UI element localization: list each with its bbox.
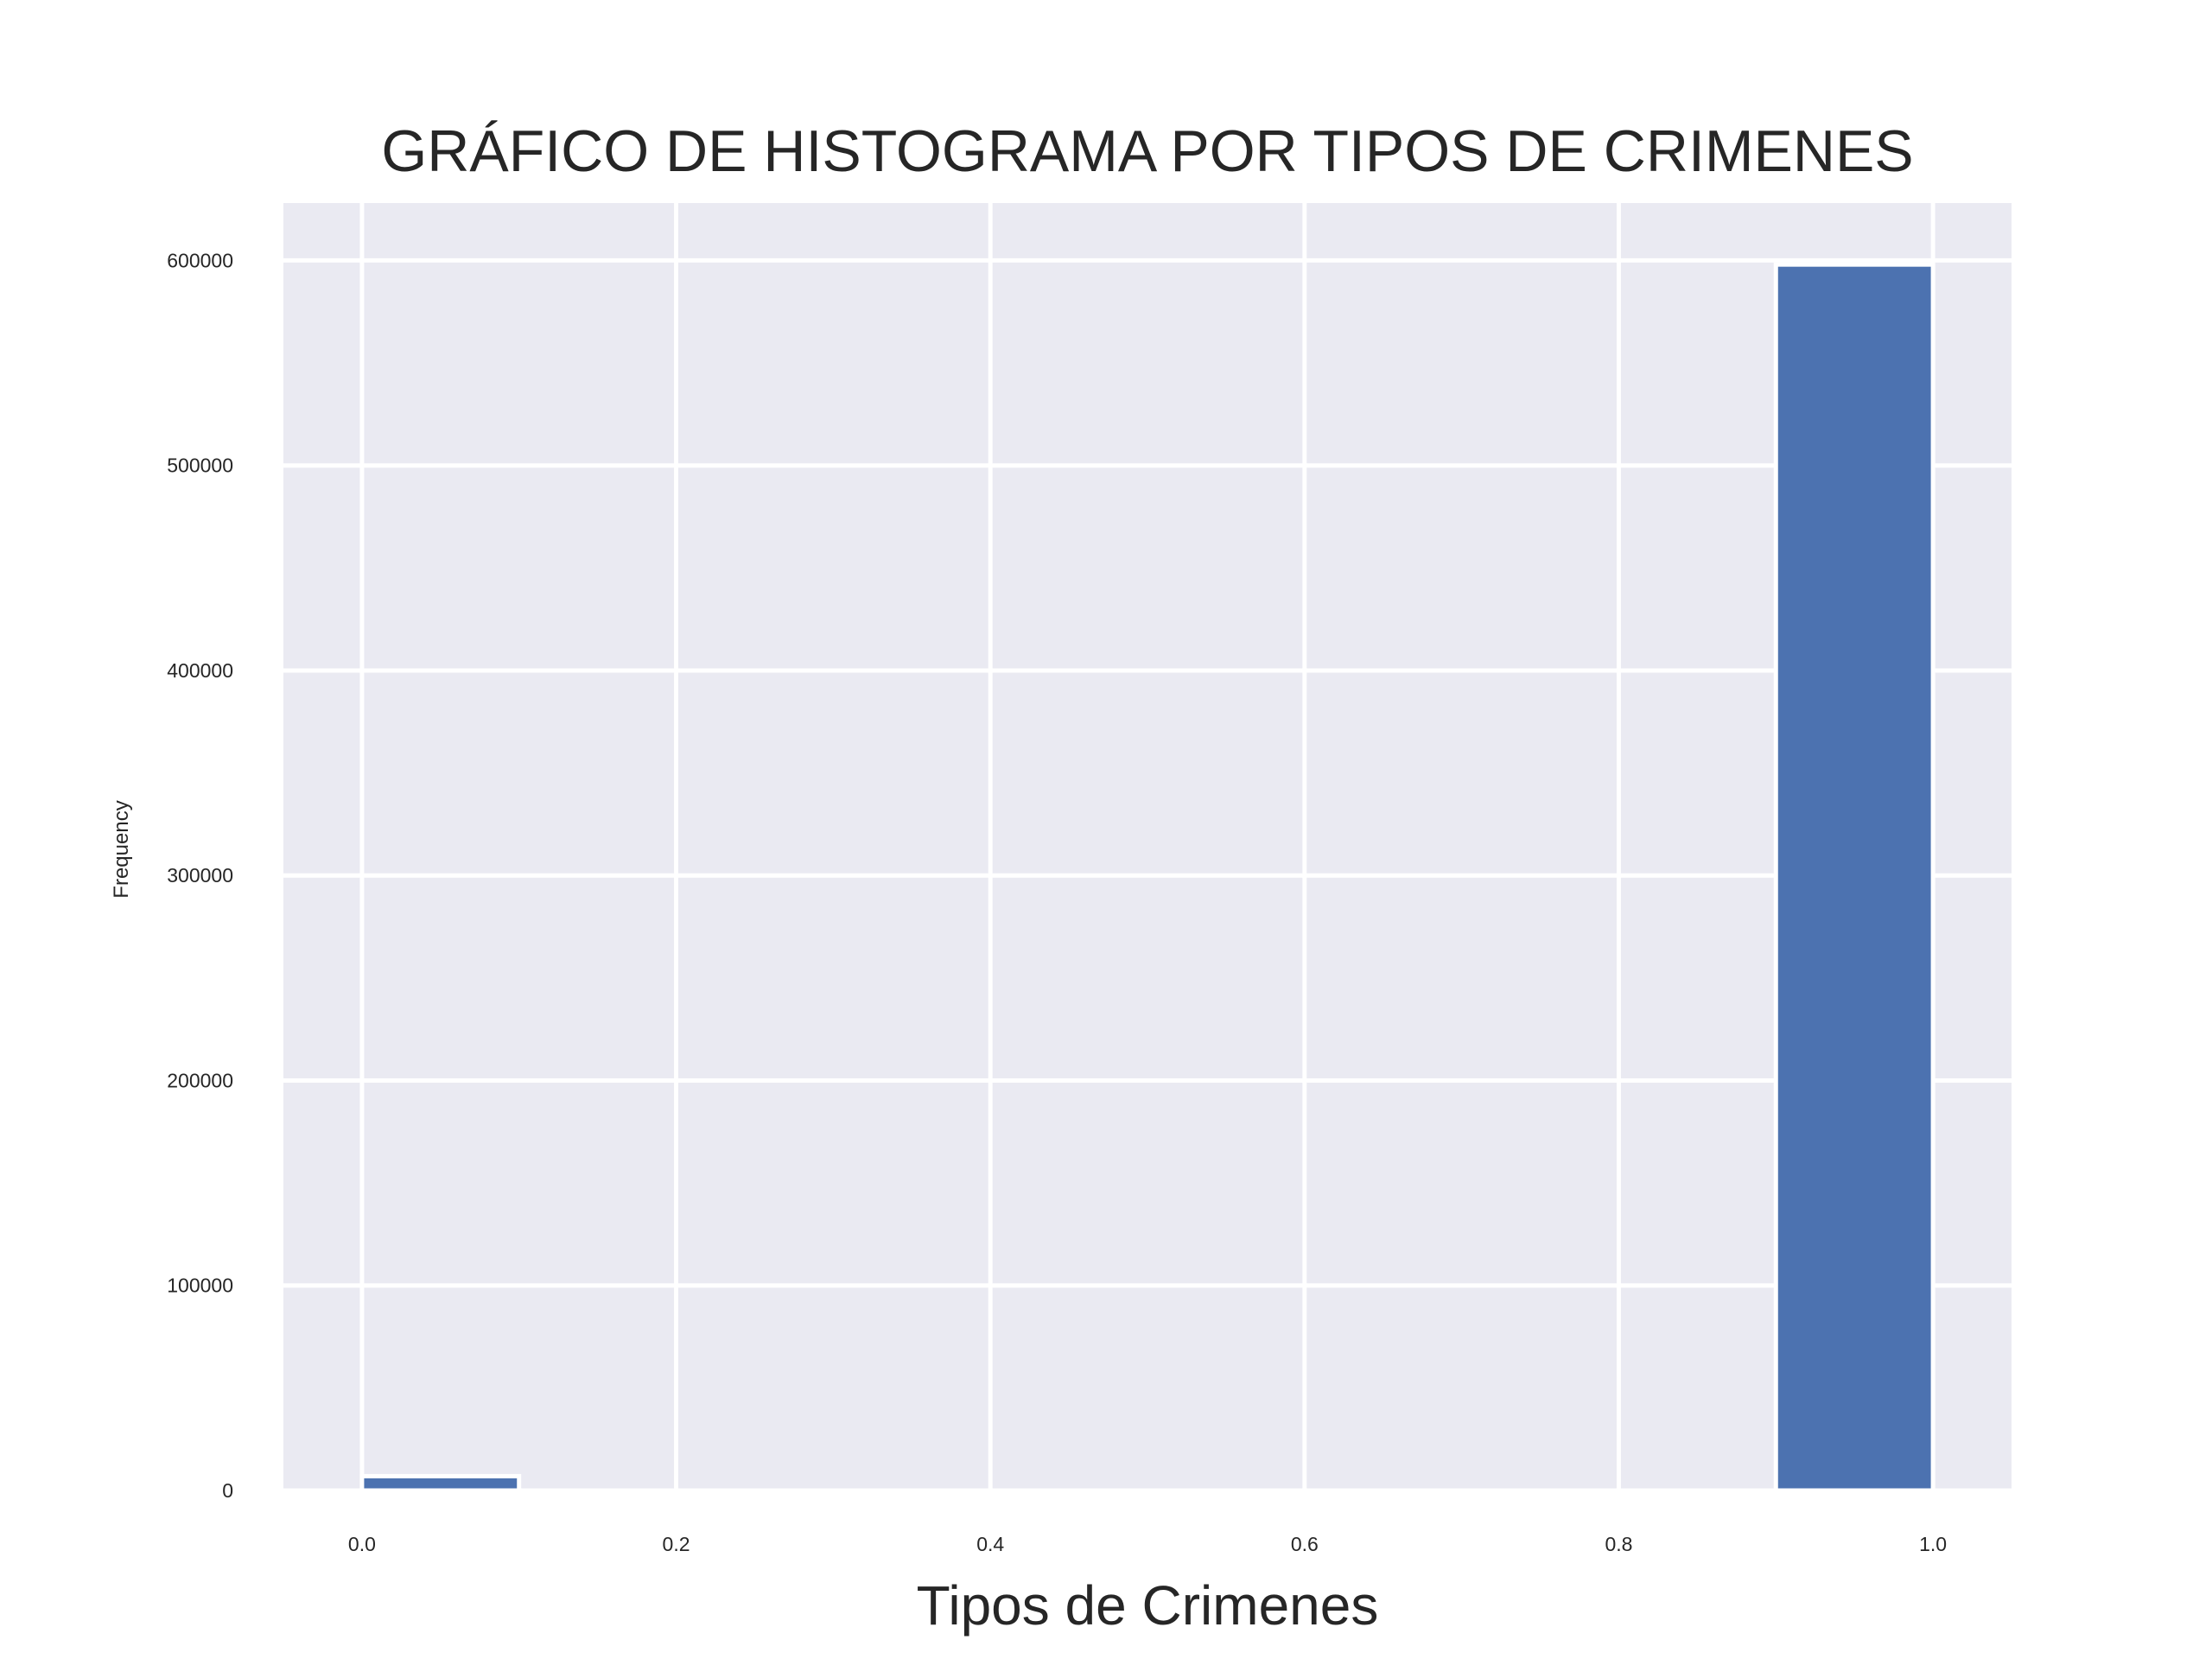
y-tick-label-4: 400000: [167, 659, 233, 682]
y-tick-label-2: 200000: [167, 1069, 233, 1091]
x-tick-label-5: 1.0: [1919, 1533, 1947, 1555]
chart-title: GRÁFICO DE HISTOGRAMA POR TIPOS DE CRIME…: [381, 118, 1913, 184]
x-axis-label: Tipos de Crimenes: [917, 1574, 1379, 1637]
x-tick-label-4: 0.8: [1605, 1533, 1632, 1555]
y-axis-label: Frequency: [110, 800, 133, 898]
x-tick-label-2: 0.4: [976, 1533, 1004, 1555]
y-tick-label-3: 300000: [167, 864, 233, 887]
x-tick-label-0: 0.0: [348, 1533, 376, 1555]
x-tick-label-1: 0.2: [663, 1533, 690, 1555]
histogram-bar-9: [1773, 262, 1936, 1493]
y-tick-label-1: 100000: [167, 1274, 233, 1297]
y-axis-ticks: 0 100000 200000 300000 400000 500000 600000: [167, 249, 233, 1502]
x-axis-ticks: 0.0 0.2 0.4 0.6 0.8 1.0: [348, 1533, 1947, 1555]
y-tick-label-0: 0: [222, 1479, 233, 1502]
y-tick-label-6: 600000: [167, 249, 233, 271]
x-tick-label-3: 0.6: [1291, 1533, 1319, 1555]
plot-area: [283, 203, 2012, 1491]
y-tick-label-5: 500000: [167, 454, 233, 477]
histogram-bar-0: [359, 1473, 522, 1493]
histogram-bars: [359, 262, 1936, 1493]
